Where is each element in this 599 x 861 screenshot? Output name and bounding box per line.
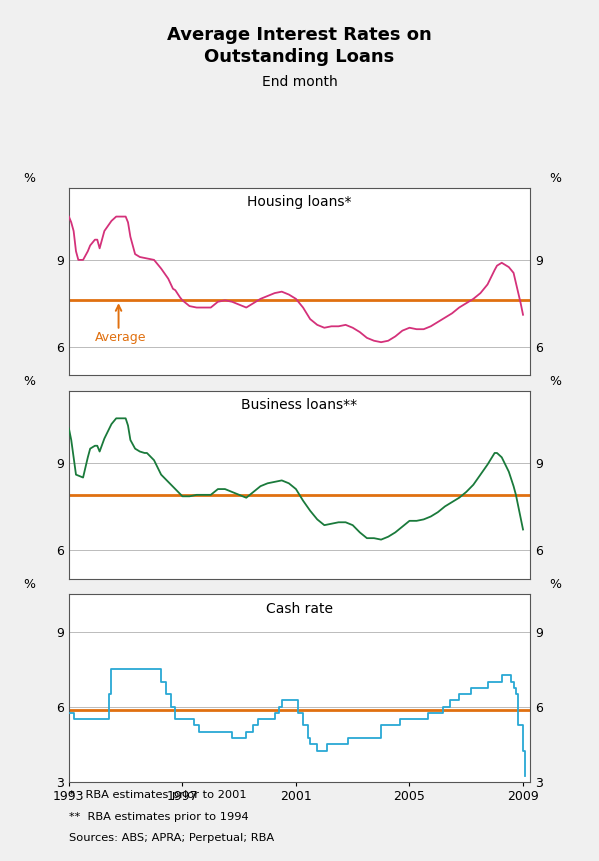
Text: %: %	[24, 375, 36, 388]
Text: Sources: ABS; APRA; Perpetual; RBA: Sources: ABS; APRA; Perpetual; RBA	[69, 833, 274, 844]
Text: %: %	[24, 172, 36, 185]
Text: Average: Average	[95, 331, 146, 344]
Text: %: %	[549, 172, 561, 185]
Text: %: %	[549, 579, 561, 592]
Text: Average Interest Rates on
Outstanding Loans: Average Interest Rates on Outstanding Lo…	[167, 26, 432, 66]
Text: Business loans**: Business loans**	[241, 399, 358, 412]
Text: %: %	[549, 375, 561, 388]
Text: Cash rate: Cash rate	[266, 602, 333, 616]
Text: *   RBA estimates prior to 2001: * RBA estimates prior to 2001	[69, 790, 247, 801]
Text: **  RBA estimates prior to 1994: ** RBA estimates prior to 1994	[69, 812, 249, 822]
Text: Housing loans*: Housing loans*	[247, 195, 352, 209]
Text: End month: End month	[262, 75, 337, 89]
Text: %: %	[24, 579, 36, 592]
